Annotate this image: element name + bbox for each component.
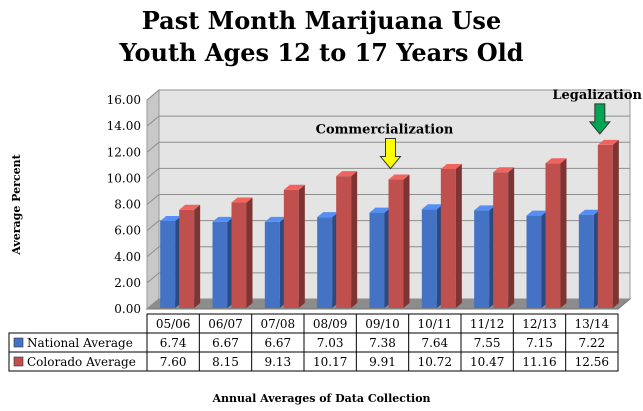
y-tick-label: 14.00: [107, 119, 141, 133]
data-label: 6.74: [160, 336, 187, 350]
x-tick-label: 07/08: [261, 317, 296, 331]
data-label: 10.17: [313, 355, 347, 369]
gridline: [146, 141, 630, 153]
data-label: 12.56: [575, 355, 609, 369]
bar-national: [421, 204, 443, 308]
bar-colorado: [493, 167, 515, 308]
bar-national: [578, 209, 600, 308]
annotation-legalization: Legalization: [552, 88, 642, 103]
gridline: [146, 298, 630, 310]
data-label: 7.55: [474, 336, 501, 350]
data-label: 10.47: [470, 355, 504, 369]
x-tick-label: 06/07: [208, 317, 243, 331]
gridline: [146, 246, 630, 258]
bar-national: [474, 205, 496, 308]
bar-colorado: [545, 158, 567, 308]
y-tick-label: 2.00: [114, 276, 141, 290]
x-tick-label: 11/12: [470, 317, 505, 331]
y-tick-label: 12.00: [107, 145, 141, 159]
gridline: [146, 194, 630, 205]
data-label: 6.67: [264, 336, 291, 350]
bar-national: [317, 212, 339, 308]
data-label: 9.13: [264, 355, 291, 369]
bar-national: [212, 216, 234, 308]
bar-national: [526, 210, 548, 308]
arrow-down-icon-yellow: [379, 138, 402, 170]
arrow-down-icon-green: [588, 103, 611, 135]
x-axis-label: Annual Averages of Data Collection: [212, 392, 431, 405]
x-tick-label: 09/10: [365, 317, 400, 331]
x-tick-label: 12/13: [522, 317, 557, 331]
data-label: 7.60: [160, 355, 187, 369]
gridline: [146, 167, 630, 179]
chart-subtitle: Youth Ages 12 to 17 Years Old: [119, 38, 524, 67]
bar-colorado: [440, 163, 462, 308]
data-label: 6.67: [212, 336, 239, 350]
bar-national: [369, 207, 391, 308]
gridline: [146, 220, 630, 232]
legend-label-national: National Average: [27, 336, 133, 350]
legend-label-colorado: Colorado Average: [27, 355, 136, 369]
gridline: [146, 89, 630, 101]
chart-title: Past Month Marijuana Use: [141, 6, 502, 35]
bar-colorado: [283, 184, 305, 308]
bar-colorado: [231, 197, 253, 308]
x-tick-label: 05/06: [156, 317, 191, 331]
data-label: 7.22: [578, 336, 605, 350]
y-axis-label: Average Percent: [10, 153, 23, 255]
bar-colorado: [336, 171, 358, 308]
x-tick-label: 10/11: [418, 317, 453, 331]
legend-swatch-national: [13, 337, 24, 348]
y-tick-label: 0.00: [114, 302, 141, 316]
data-label: 7.38: [369, 336, 396, 350]
y-tick-label: 16.00: [107, 93, 141, 107]
bar-colorado: [179, 204, 201, 308]
bar-national: [264, 216, 286, 308]
data-label: 7.15: [526, 336, 553, 350]
bar-colorado: [597, 139, 619, 308]
data-label: 9.91: [369, 355, 396, 369]
data-label: 8.15: [212, 355, 239, 369]
y-tick-label: 8.00: [114, 198, 141, 212]
data-label: 11.16: [522, 355, 556, 369]
y-tick-label: 10.00: [107, 171, 141, 185]
bar-colorado: [388, 174, 410, 308]
gridline: [146, 115, 630, 127]
data-label: 10.72: [418, 355, 452, 369]
legend-swatch-colorado: [13, 356, 24, 367]
x-tick-label: 08/09: [313, 317, 348, 331]
y-tick-label: 6.00: [114, 224, 141, 238]
data-label: 7.64: [421, 336, 448, 350]
annotation-commercialization: Commercialization: [316, 123, 454, 138]
data-label: 7.03: [317, 336, 344, 350]
gridline: [146, 272, 630, 284]
x-tick-label: 13/14: [575, 317, 610, 331]
y-tick-label: 4.00: [114, 250, 141, 264]
bar-national: [160, 215, 182, 308]
